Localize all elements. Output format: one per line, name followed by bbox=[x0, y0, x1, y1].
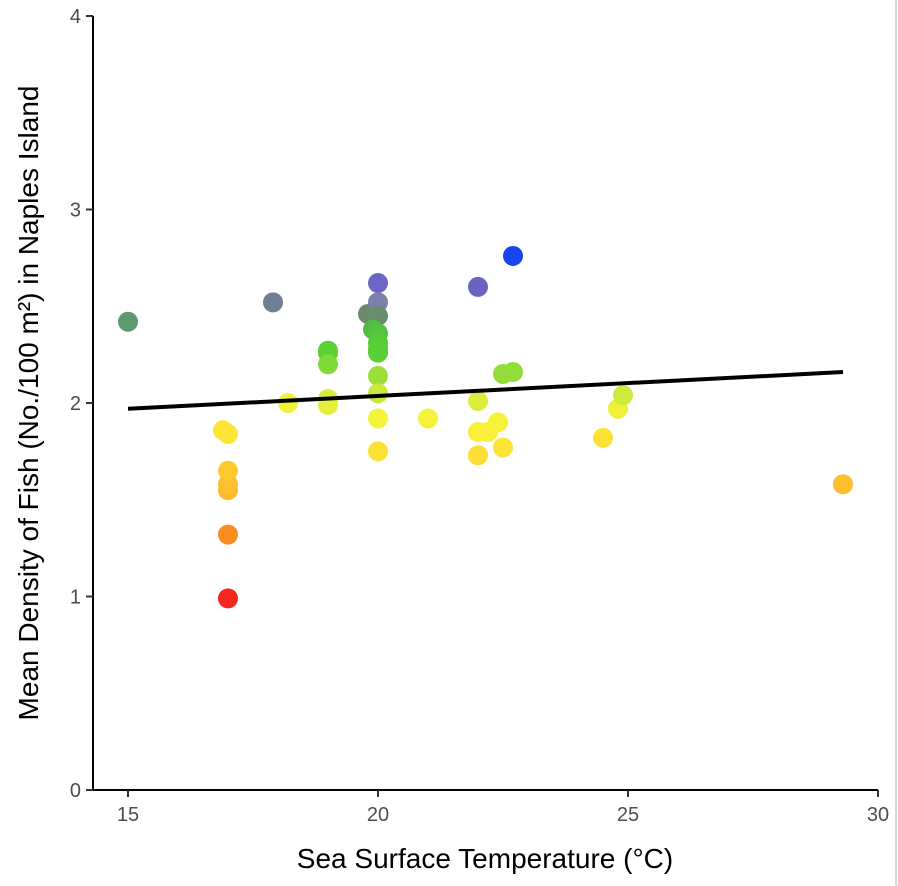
data-points bbox=[118, 245, 853, 609]
x-tick-label: 30 bbox=[867, 804, 889, 826]
data-point bbox=[263, 292, 283, 313]
y-axis-title: Mean Density of Fish (No./100 m²) in Nap… bbox=[13, 86, 44, 721]
x-tick-label: 15 bbox=[117, 804, 139, 826]
data-point bbox=[468, 445, 488, 466]
data-point bbox=[418, 408, 438, 429]
data-point bbox=[493, 437, 513, 458]
y-tick-label: 4 bbox=[70, 6, 81, 28]
data-point bbox=[368, 441, 388, 462]
data-point bbox=[368, 273, 388, 294]
data-point bbox=[613, 385, 633, 406]
y-tick-label: 3 bbox=[70, 200, 81, 222]
x-ticks: 15 20 25 30 bbox=[117, 790, 889, 826]
data-point bbox=[218, 524, 238, 545]
data-point bbox=[218, 588, 238, 609]
x-axis-title: Sea Surface Temperature (°C) bbox=[297, 843, 673, 874]
x-tick-label: 25 bbox=[617, 804, 639, 826]
data-point bbox=[118, 311, 138, 332]
data-point bbox=[593, 427, 613, 448]
data-point bbox=[833, 474, 853, 495]
data-point bbox=[318, 354, 338, 375]
trend-line bbox=[127, 370, 844, 411]
trend-line-group bbox=[127, 370, 844, 411]
y-tick-label: 0 bbox=[70, 780, 81, 802]
data-point bbox=[488, 412, 508, 433]
y-tick-label: 2 bbox=[70, 393, 81, 415]
data-point bbox=[468, 391, 488, 412]
data-point bbox=[503, 245, 523, 266]
data-point bbox=[278, 393, 298, 413]
data-point bbox=[368, 342, 388, 363]
data-point bbox=[503, 362, 523, 383]
data-point bbox=[368, 408, 388, 429]
data-point bbox=[218, 460, 238, 481]
data-point bbox=[368, 365, 388, 386]
data-point bbox=[218, 423, 238, 444]
data-point bbox=[368, 383, 388, 404]
data-point bbox=[468, 276, 488, 297]
x-tick-label: 20 bbox=[367, 804, 389, 826]
y-ticks: 0 1 2 3 4 bbox=[70, 6, 93, 802]
panel-border bbox=[895, 0, 897, 886]
y-tick-label: 1 bbox=[70, 587, 81, 609]
